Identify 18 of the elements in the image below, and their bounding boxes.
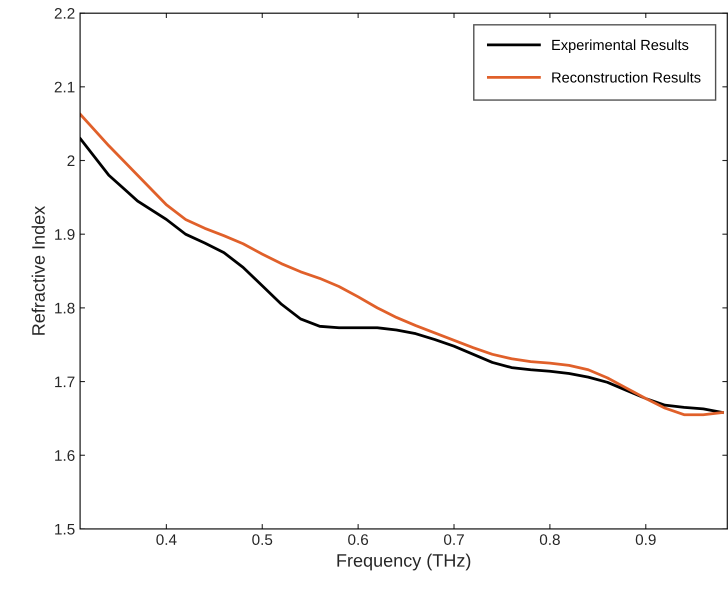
x-tick-label: 0.6 xyxy=(348,534,368,546)
y-tick-label: 1.7 xyxy=(55,376,74,388)
legend-label: Experimental Results xyxy=(552,39,688,53)
y-tick-label: 1.6 xyxy=(55,450,75,461)
y-tick-label: 2.2 xyxy=(54,8,74,19)
y-tick-label: 1.9 xyxy=(55,229,74,240)
legend-label: Reconstruction Results xyxy=(552,72,701,83)
x-tick-label: 0.5 xyxy=(252,534,272,546)
y-axis-title: Refractive Index xyxy=(32,206,45,335)
y-tick-label: 2.1 xyxy=(54,82,74,92)
y-tick-label: 1.5 xyxy=(55,524,75,535)
y-tick-label: 2 xyxy=(67,155,74,166)
y-tick-label: 1.8 xyxy=(55,302,75,314)
x-tick-label: 0.7 xyxy=(444,534,464,546)
x-tick-label: 0.4 xyxy=(156,534,177,546)
x-tick-label: 0.9 xyxy=(636,534,656,546)
x-axis-title: Frequency (THz) xyxy=(337,554,470,570)
x-tick-label: 0.8 xyxy=(540,534,560,546)
